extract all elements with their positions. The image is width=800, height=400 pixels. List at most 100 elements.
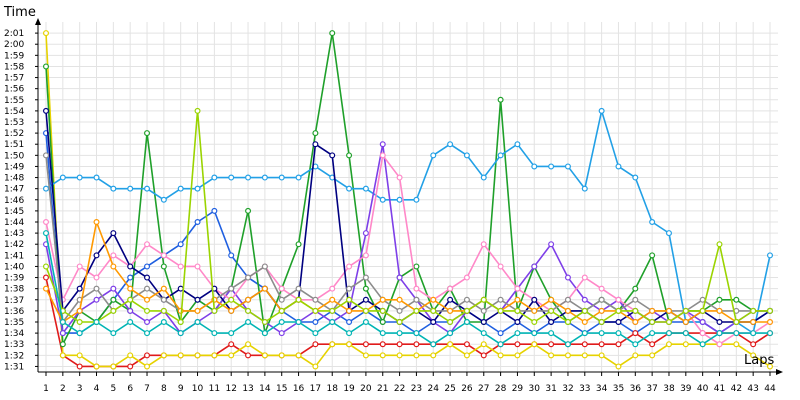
series-line [45,110,770,323]
x-tick-label: 12 [225,384,236,394]
x-tick-label: 29 [512,384,524,394]
x-tick-label: 8 [161,384,167,394]
y-tick-label: 1:38 [4,285,24,295]
data-point [716,307,723,314]
x-tick-label: 5 [110,384,116,394]
data-point [346,330,353,337]
y-tick-label: 1:31 [4,362,24,372]
data-point [93,363,100,370]
data-point [581,307,588,314]
data-point [177,263,184,270]
x-tick-label: 38 [663,384,675,394]
data-point [447,141,454,148]
data-point [413,285,420,292]
data-point [649,319,656,326]
data-point [329,152,336,159]
data-point [480,296,487,303]
data-point [497,296,504,303]
data-point [42,285,49,292]
series-5 [42,107,773,337]
data-point [649,352,656,359]
data-point [447,341,454,348]
data-point [42,230,49,237]
y-tick-label: 1:35 [4,318,24,328]
y-tick-label: 1:34 [4,329,24,339]
data-point [463,319,470,326]
data-point [346,341,353,348]
x-tick-label: 26 [461,384,473,394]
y-tick-label: 1:52 [4,129,24,139]
y-tick-label: 1:48 [4,174,24,184]
data-point [699,307,706,314]
data-point [396,307,403,314]
data-point [261,174,268,181]
y-tick-label: 1:39 [4,274,24,284]
x-tick-label: 25 [444,384,455,394]
data-point [699,341,706,348]
y-tick-label: 1:44 [4,218,24,228]
data-point [93,174,100,181]
data-point [733,330,740,337]
data-point [379,296,386,303]
data-point [716,319,723,326]
y-tick-label: 1:56 [4,85,24,95]
data-point [430,341,437,348]
x-tick-label: 6 [127,384,133,394]
data-point [42,30,49,37]
x-tick-label: 21 [377,384,388,394]
data-point [379,330,386,337]
data-point [480,307,487,314]
data-point [144,285,151,292]
y-axis-arrow-icon [35,18,41,25]
y-tick-labels: 1:311:321:331:341:351:361:371:381:39 1:40… [4,29,38,372]
data-point [514,352,521,359]
data-point [716,241,723,248]
data-point [598,307,605,314]
data-point [447,307,454,314]
x-tick-label: 34 [596,384,608,394]
data-point [615,363,622,370]
data-point [346,185,353,192]
y-tick-label: 1:41 [4,251,24,261]
x-tick-label: 30 [529,384,541,394]
series-line [45,133,771,334]
data-point [716,341,723,348]
data-point [497,352,504,359]
data-point [144,307,151,314]
y-tick-label: 1:50 [4,151,24,161]
series-layer [42,30,773,370]
data-point [144,363,151,370]
x-tick-label: 40 [697,384,709,394]
data-point [682,330,689,337]
data-point [379,319,386,326]
data-point [480,319,487,326]
data-point [632,307,639,314]
data-point [598,352,605,359]
data-point [93,252,100,259]
data-point [295,296,302,303]
data-point [42,263,49,270]
data-point [497,330,504,337]
data-point [581,319,588,326]
x-tick-label: 1 [43,384,49,394]
data-point [59,319,66,326]
data-point [312,296,319,303]
data-point [194,107,201,114]
data-point [682,307,689,314]
data-point [531,330,538,337]
data-point [413,341,420,348]
x-tick-label: 4 [94,384,100,394]
data-point [278,330,285,337]
data-point [346,152,353,159]
data-point [379,141,386,148]
data-point [649,252,656,259]
data-point [76,263,83,270]
data-point [362,341,369,348]
data-point [160,285,167,292]
data-point [430,319,437,326]
data-point [144,330,151,337]
y-tick-label: 1:49 [4,162,24,172]
data-point [766,319,773,326]
x-tick-label: 39 [680,384,692,394]
data-point [430,352,437,359]
